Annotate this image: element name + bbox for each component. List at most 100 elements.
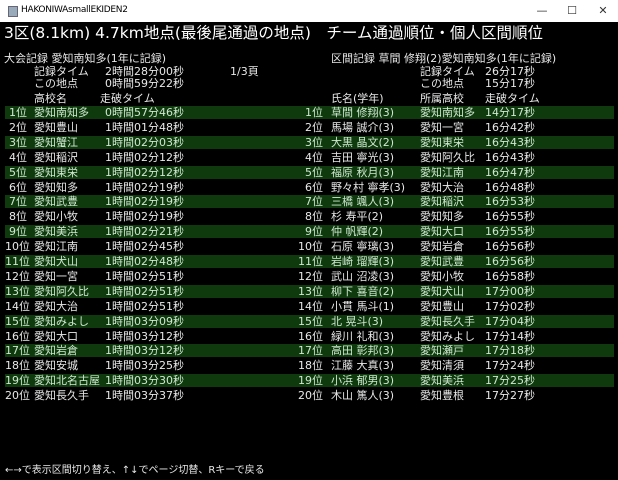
rank: 17位 xyxy=(5,344,30,358)
affiliation: 愛知瀬戸 xyxy=(420,344,464,358)
ind-time: 17分27秒 xyxy=(485,389,535,403)
rank: 5位 xyxy=(9,165,27,179)
header-team-time: 走破タイム xyxy=(100,92,155,105)
affiliation: 愛知南知多 xyxy=(420,106,475,119)
rank: 1位 xyxy=(9,106,27,119)
window-title: HAKONIWAsmallEKIDEN2 xyxy=(21,5,128,15)
rank: 12位 xyxy=(5,269,30,283)
maximize-button[interactable]: ☐ xyxy=(567,4,577,17)
section-point-time: 15分17秒 xyxy=(485,77,535,90)
ind-rank: 2位 xyxy=(305,120,323,134)
ind-rank: 17位 xyxy=(298,344,323,358)
ind-time: 16分56秒 xyxy=(485,255,535,268)
rank: 9位 xyxy=(9,225,27,239)
rank: 13位 xyxy=(5,284,30,298)
team-time: 1時間02分51秒 xyxy=(105,269,184,283)
affiliation: 愛知知多 xyxy=(420,210,464,224)
runner-name: 福原 秋月(3) xyxy=(331,165,395,179)
runner-name: 北 晃斗(3) xyxy=(331,314,384,328)
school: 愛知美浜 xyxy=(34,225,78,239)
table-row: 18位 愛知安城 1時間03分25秒 18位 江藤 大真(3) 愛知清須 17分24秒 xyxy=(5,359,614,372)
team-time: 1時間02分45秒 xyxy=(105,240,184,254)
team-time: 1時間03分09秒 xyxy=(105,314,184,328)
affiliation: 愛知阿久比 xyxy=(420,150,475,164)
affiliation: 愛知豊根 xyxy=(420,389,464,403)
affiliation: 愛知小牧 xyxy=(420,269,464,283)
ind-rank: 3位 xyxy=(305,135,323,149)
affiliation: 愛知稲沢 xyxy=(420,195,464,209)
table-row: 11位 愛知犬山 1時間02分48秒 11位 岩崎 瑠輝(3) 愛知武豊 16分56秒 xyxy=(5,255,614,268)
minimize-button[interactable]: — xyxy=(536,4,548,17)
rank: 20位 xyxy=(5,389,30,403)
ind-time: 16分48秒 xyxy=(485,180,535,194)
table-row: 13位 愛知阿久比 1時間02分51秒 13位 柳下 喜音(2) 愛知犬山 17分00秒 xyxy=(5,284,614,298)
school: 愛知阿久比 xyxy=(34,284,89,298)
close-button[interactable]: ✕ xyxy=(598,4,608,17)
ind-rank: 13位 xyxy=(298,284,323,298)
ind-rank: 4位 xyxy=(305,150,323,164)
team-time: 1時間02分21秒 xyxy=(105,225,184,239)
meet-point-time: 0時間59分22秒 xyxy=(105,77,184,90)
ind-rank: 7位 xyxy=(305,195,323,209)
page-indicator: 1/3頁 xyxy=(230,65,259,78)
ind-time: 17分04秒 xyxy=(485,314,535,328)
header-individual-time: 走破タイム xyxy=(485,92,540,105)
runner-name: 高田 彰邦(3) xyxy=(331,344,395,358)
runner-name: 馬場 誠介(3) xyxy=(331,120,395,134)
school: 愛知豊山 xyxy=(34,120,78,134)
header-affiliation: 所属高校 xyxy=(420,92,464,105)
ind-rank: 16位 xyxy=(298,329,323,343)
affiliation: 愛知犬山 xyxy=(420,284,464,298)
runner-name: 木山 篤人(3) xyxy=(331,389,395,403)
ind-rank: 14位 xyxy=(298,299,323,313)
app-icon xyxy=(8,6,18,17)
meet-point-label: この地点 xyxy=(34,77,78,90)
runner-name: 岩崎 瑠輝(3) xyxy=(331,255,395,268)
table-row: 7位 愛知武豊 1時間02分19秒 7位 三橋 颯人(3) 愛知稲沢 16分53秒 xyxy=(5,195,614,209)
school: 愛知武豊 xyxy=(34,195,78,209)
team-time: 1時間02分19秒 xyxy=(105,180,184,194)
ind-rank: 19位 xyxy=(298,374,323,388)
school: 愛知江南 xyxy=(34,240,78,254)
affiliation: 愛知一宮 xyxy=(420,120,464,134)
table-row: 5位 愛知東栄 1時間02分12秒 5位 福原 秋月(3) 愛知江南 16分47秒 xyxy=(5,165,614,179)
school: 愛知一宮 xyxy=(34,269,78,283)
table-row: 15位 愛知みよし 1時間03分09秒 15位北 晃斗(3) 愛知長久手 17分04秒 xyxy=(5,314,614,328)
runner-name: 小浜 郁男(3) xyxy=(331,374,395,388)
ind-rank: 6位 xyxy=(305,180,323,194)
table-row: 4位 愛知稲沢 1時間02分12秒 4位 吉田 寧光(3) 愛知阿久比 16分43秒 xyxy=(5,151,614,164)
team-time: 1時間01分48秒 xyxy=(105,120,184,134)
table-row: 12位 愛知一宮 1時間02分51秒 12位 武山 沼凌(3) 愛知小牧 16分58秒 xyxy=(5,270,614,283)
table-row: 17位 愛知岩倉 1時間03分12秒 17位 高田 彰邦(3) 愛知瀬戸 17分18秒 xyxy=(5,344,614,358)
ind-time: 14分17秒 xyxy=(485,106,535,119)
table-row: 19位 愛知北名古屋 1時間03分30秒 19位 小浜 郁男(3) 愛知美浜 17分25秒 xyxy=(5,374,614,388)
ind-rank: 18位 xyxy=(298,359,323,373)
affiliation: 愛知長久手 xyxy=(420,314,475,328)
rank: 3位 xyxy=(9,135,27,149)
team-time: 1時間02分12秒 xyxy=(105,165,184,179)
ind-time: 16分42秒 xyxy=(485,120,535,134)
school: 愛知岩倉 xyxy=(34,344,78,358)
section-record-time-label: 記録タイム xyxy=(420,65,475,78)
section-point-label: この地点 xyxy=(420,77,464,90)
team-time: 1時間02分19秒 xyxy=(105,210,184,224)
ind-rank: 12位 xyxy=(298,269,323,283)
school: 愛知安城 xyxy=(34,359,78,373)
ind-rank: 1位 xyxy=(305,106,323,119)
team-time: 1時間02分51秒 xyxy=(105,299,184,313)
school: 愛知南知多 xyxy=(34,106,89,119)
ind-time: 17分00秒 xyxy=(485,284,535,298)
school: 愛知小牧 xyxy=(34,210,78,224)
table-row: 10位 愛知江南 1時間02分45秒 10位 石原 寧璃(3) 愛知岩倉 16分56秒 xyxy=(5,240,614,253)
section-record-time: 26分17秒 xyxy=(485,65,535,78)
ind-rank: 15位 xyxy=(298,314,323,328)
school: 愛知知多 xyxy=(34,180,78,194)
rank: 16位 xyxy=(5,329,30,343)
ind-rank: 11位 xyxy=(298,255,323,268)
ind-time: 17分25秒 xyxy=(485,374,535,388)
runner-name: 吉田 寧光(3) xyxy=(331,150,395,164)
ind-time: 16分53秒 xyxy=(485,195,535,209)
runner-name: 石原 寧璃(3) xyxy=(331,240,395,254)
ind-time: 17分14秒 xyxy=(485,329,535,343)
affiliation: 愛知豊山 xyxy=(420,299,464,313)
